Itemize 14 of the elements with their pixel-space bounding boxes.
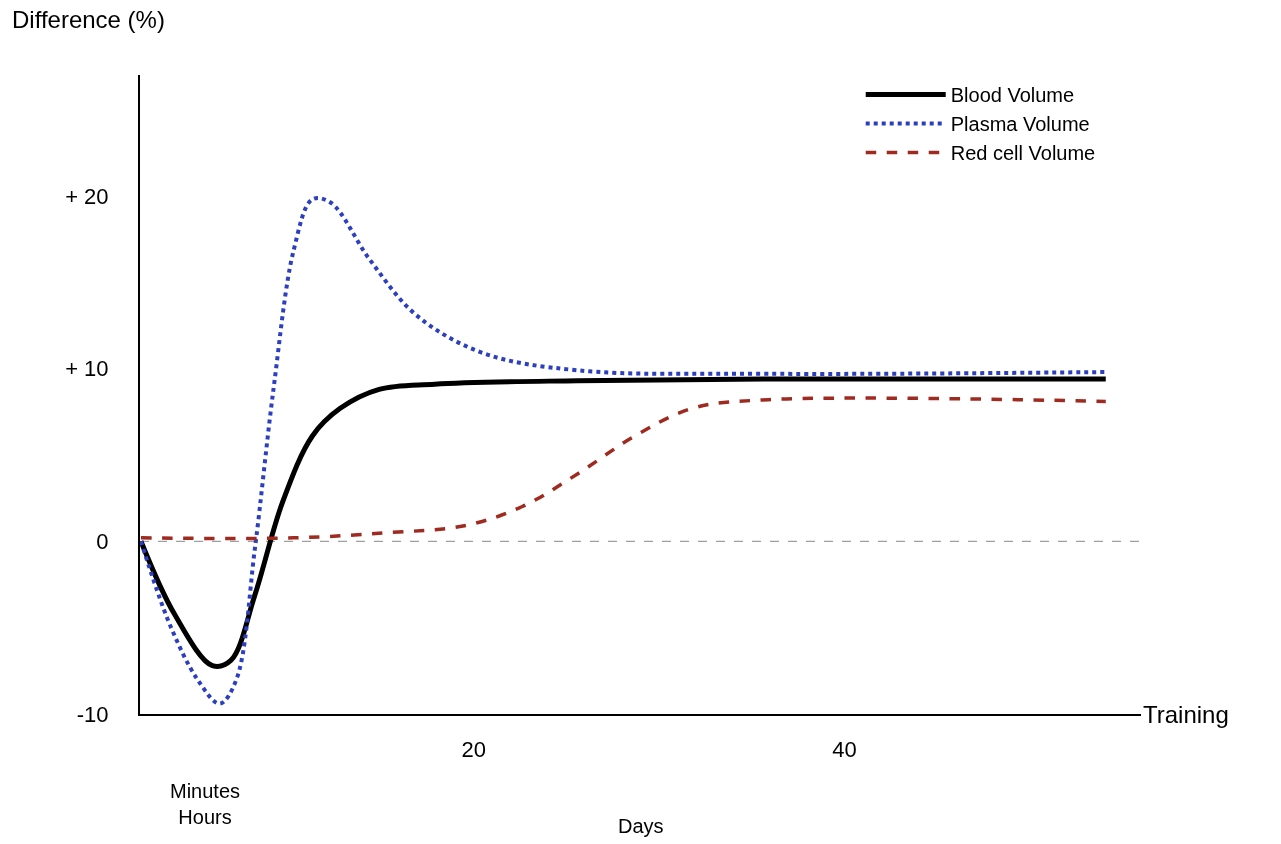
y-tick-label: + 20: [65, 183, 109, 209]
y-tick-label: + 10: [65, 356, 109, 382]
legend-label: Plasma Volume: [950, 113, 1090, 136]
x-axis-title: Training: [1143, 701, 1229, 728]
x-tick-label: 20: [461, 737, 486, 763]
x-tick-label: 40: [832, 737, 857, 763]
legend-label: Red cell Volume: [950, 142, 1096, 165]
text: Minutes Hours: [170, 780, 241, 828]
y-axis-title: Difference (%): [12, 6, 165, 33]
line-series: [140, 396, 1108, 541]
text: Days: [618, 815, 664, 837]
legend-label: Blood Volume: [950, 84, 1075, 107]
y-tick-label: -10: [76, 701, 109, 727]
y-tick-label: 0: [96, 529, 109, 554]
